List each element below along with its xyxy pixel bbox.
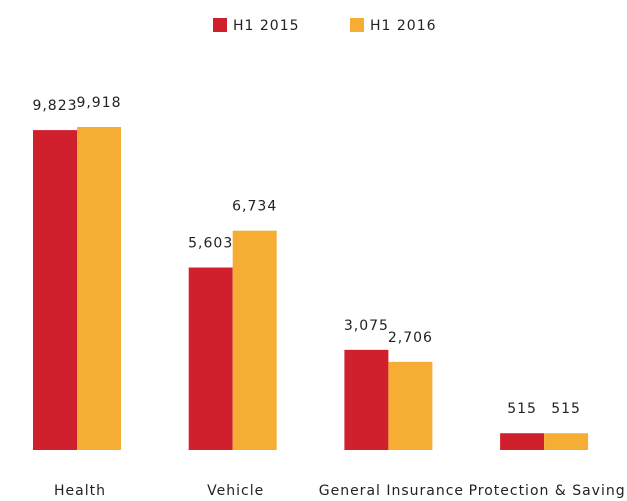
bar [344, 349, 389, 450]
bar [388, 361, 433, 450]
legend-label: H1 2015 [233, 18, 300, 34]
legend-swatch [350, 18, 364, 32]
value-label: 2,706 [388, 330, 433, 346]
value-label: 5,603 [188, 236, 233, 252]
x-tick-label: Vehicle [207, 483, 264, 499]
bar [33, 130, 77, 450]
bar [544, 433, 589, 450]
bar [500, 433, 545, 450]
bar [77, 127, 121, 450]
legend-swatch [213, 18, 227, 32]
legend-label: H1 2016 [370, 18, 437, 34]
bar [188, 267, 233, 450]
value-label: 9,918 [76, 95, 121, 111]
bar [232, 230, 277, 450]
x-tick-label: Health [54, 483, 106, 499]
x-tick-label: General Insurance [319, 483, 464, 499]
value-label: 6,734 [232, 199, 277, 215]
value-label: 9,823 [32, 98, 77, 114]
x-tick-label: Protection & Saving [469, 483, 626, 499]
value-label: 515 [507, 401, 537, 417]
value-label: 3,075 [344, 318, 389, 334]
value-label: 515 [551, 401, 581, 417]
